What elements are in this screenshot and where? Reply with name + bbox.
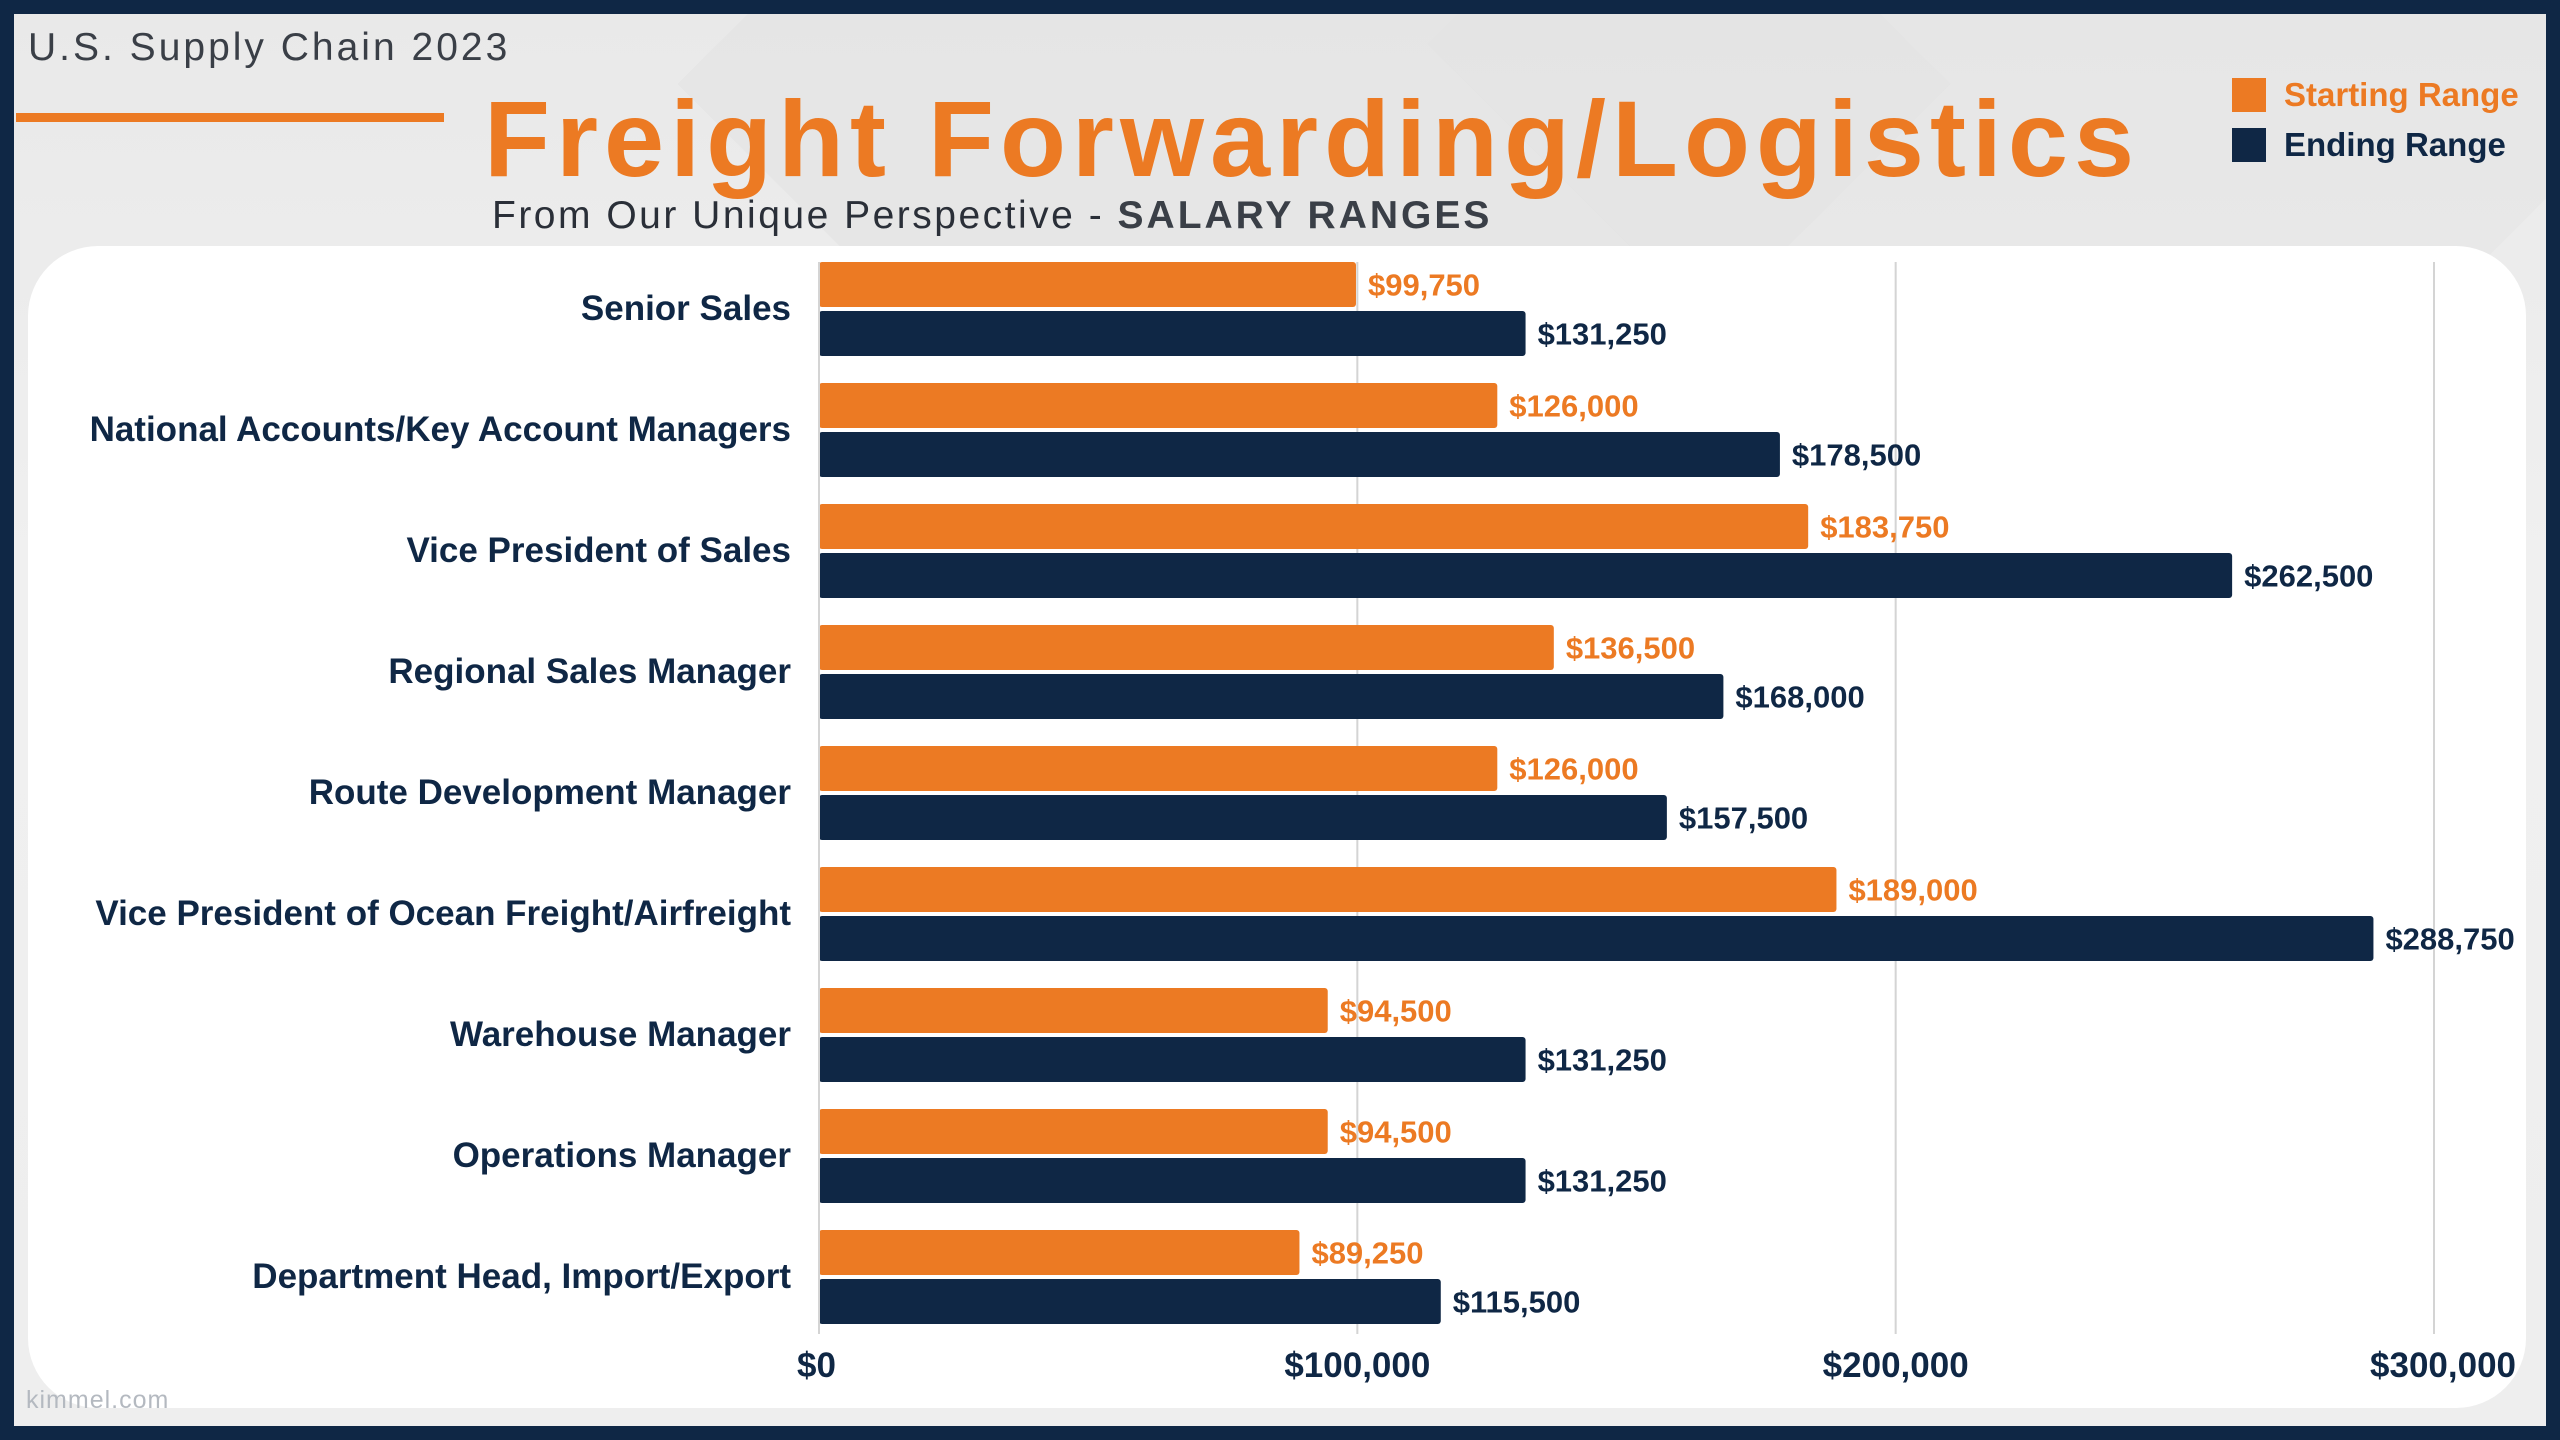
category-label: Vice President of Ocean Freight/Airfreig… [95, 894, 791, 933]
x-tick-label: $0 [797, 1346, 836, 1385]
data-label-starting: $99,750 [1368, 268, 1480, 303]
data-label-ending: $262,500 [2244, 559, 2373, 594]
bar-ending [819, 1037, 1526, 1082]
data-label-ending: $131,250 [1538, 317, 1667, 352]
bar-ending [819, 1158, 1526, 1203]
bar-ending [819, 553, 2233, 598]
data-label-starting: $136,500 [1566, 631, 1695, 666]
bar-starting [819, 383, 1498, 428]
data-label-ending: $131,250 [1538, 1164, 1667, 1199]
subtitle-emphasis: SALARY RANGES [1117, 194, 1493, 237]
x-tick-label: $300,000 [2370, 1346, 2516, 1385]
category-label: Regional Sales Manager [388, 652, 791, 691]
data-label-starting: $126,000 [1509, 389, 1638, 424]
data-label-ending: $178,500 [1792, 438, 1921, 473]
data-label-starting: $183,750 [1820, 510, 1949, 545]
data-label-starting: $126,000 [1509, 752, 1638, 787]
data-label-starting: $89,250 [1311, 1236, 1423, 1271]
data-label-ending: $131,250 [1538, 1043, 1667, 1078]
bar-ending [819, 916, 2374, 961]
bar-ending [819, 1279, 1441, 1324]
category-label: Route Development Manager [309, 773, 792, 812]
bar-starting [819, 262, 1356, 307]
bar-starting [819, 1230, 1300, 1275]
category-label: Warehouse Manager [450, 1015, 791, 1054]
legend-label-ending: Ending Range [2284, 126, 2506, 163]
bar-starting [819, 746, 1498, 791]
data-label-ending: $168,000 [1735, 680, 1864, 715]
category-label: Senior Sales [581, 289, 791, 328]
x-tick-label: $100,000 [1284, 1346, 1430, 1385]
data-label-ending: $157,500 [1679, 801, 1808, 836]
bar-ending [819, 432, 1780, 477]
bar-ending [819, 674, 1724, 719]
kicker-text: U.S. Supply Chain 2023 [28, 26, 511, 69]
page-subtitle: From Our Unique Perspective - SALARY RAN… [492, 194, 1492, 238]
legend-label-starting: Starting Range [2284, 76, 2519, 113]
category-label: Operations Manager [453, 1136, 792, 1175]
data-label-ending: $288,750 [2385, 922, 2514, 957]
legend-item-starting: Starting Range [2232, 70, 2519, 120]
data-label-starting: $94,500 [1340, 994, 1452, 1029]
legend-item-ending: Ending Range [2232, 120, 2519, 170]
slide-frame: U.S. Supply Chain 2023 Freight Forwardin… [14, 14, 2546, 1426]
bar-ending [819, 311, 1526, 356]
data-label-starting: $189,000 [1848, 873, 1977, 908]
legend-swatch-ending [2232, 128, 2266, 162]
watermark: kimmel.com [26, 1386, 170, 1414]
bar-starting [819, 867, 1837, 912]
legend-swatch-starting [2232, 78, 2266, 112]
page-title: Freight Forwarding/Logistics [484, 78, 2141, 199]
category-label: Vice President of Sales [406, 531, 791, 570]
bar-starting [819, 988, 1328, 1033]
data-label-ending: $115,500 [1453, 1285, 1581, 1320]
bar-starting [819, 504, 1809, 549]
kicker-underline [16, 113, 444, 122]
bar-ending [819, 795, 1667, 840]
bar-starting [819, 1109, 1328, 1154]
bar-starting [819, 625, 1554, 670]
category-label: Department Head, Import/Export [252, 1257, 791, 1296]
chart-legend: Starting Range Ending Range [2232, 70, 2519, 170]
data-label-starting: $94,500 [1340, 1115, 1452, 1150]
salary-bar-chart: $0 $100,000 $200,000 $300,000 Senior Sales $9… [90, 262, 2516, 1385]
x-tick-label: $200,000 [1823, 1346, 1969, 1385]
category-label: National Accounts/Key Account Managers [90, 410, 791, 449]
subtitle-prefix: From Our Unique Perspective - [492, 194, 1118, 237]
